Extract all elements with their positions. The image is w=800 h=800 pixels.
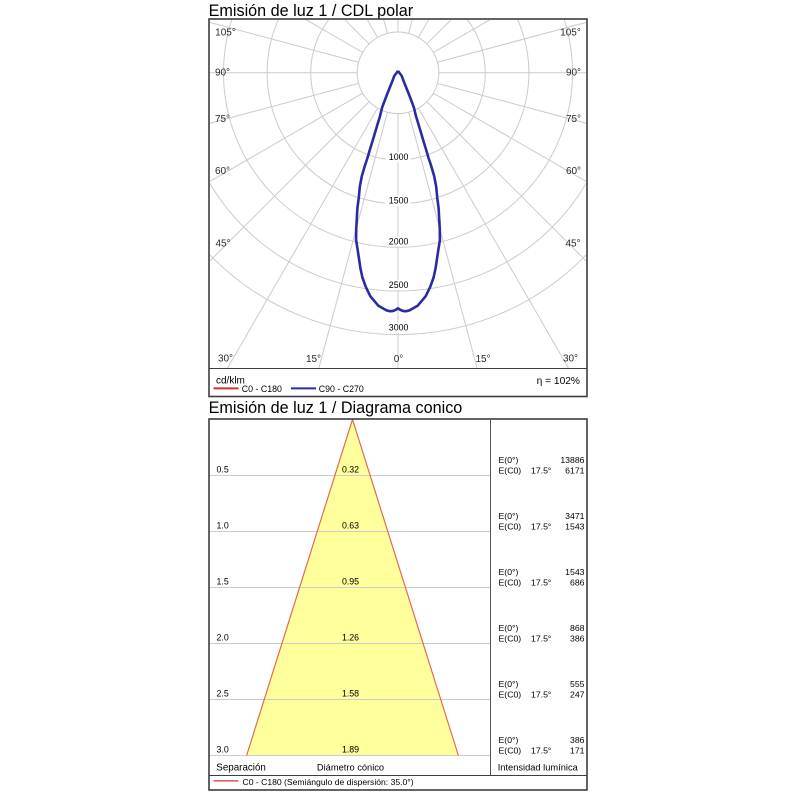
svg-text:E(C0): E(C0) (499, 689, 522, 699)
svg-text:1.58: 1.58 (342, 688, 359, 698)
svg-text:E(C0): E(C0) (499, 745, 522, 755)
svg-text:1.26: 1.26 (342, 632, 359, 642)
svg-text:75°: 75° (215, 114, 230, 125)
svg-text:386: 386 (570, 735, 585, 745)
svg-text:17.5°: 17.5° (531, 521, 551, 531)
svg-text:E(C0): E(C0) (499, 633, 522, 643)
svg-text:60°: 60° (215, 166, 230, 177)
svg-text:17.5°: 17.5° (531, 577, 551, 587)
svg-text:C0 - C180 (Semiángulo de dispe: C0 - C180 (Semiángulo de dispersión: 35.… (243, 777, 414, 787)
svg-text:η = 102%: η = 102% (537, 376, 580, 387)
svg-text:15°: 15° (306, 354, 321, 365)
svg-text:247: 247 (570, 689, 585, 699)
svg-text:Emisión de luz 1 / Diagrama co: Emisión de luz 1 / Diagrama conico (209, 399, 463, 417)
svg-text:75°: 75° (566, 114, 581, 125)
svg-text:105°: 105° (560, 28, 581, 39)
svg-text:555: 555 (570, 679, 585, 689)
svg-text:30°: 30° (563, 353, 578, 364)
svg-text:1000: 1000 (389, 152, 409, 162)
svg-text:90°: 90° (215, 68, 230, 79)
svg-text:E(C0): E(C0) (499, 577, 522, 587)
svg-text:cd/klm: cd/klm (216, 375, 245, 386)
svg-text:Emisión de luz 1 / CDL polar: Emisión de luz 1 / CDL polar (209, 2, 414, 20)
svg-text:C0 - C180: C0 - C180 (242, 384, 282, 394)
svg-text:1543: 1543 (565, 521, 584, 531)
svg-text:60°: 60° (566, 166, 581, 177)
svg-text:2500: 2500 (389, 280, 409, 290)
svg-text:868: 868 (570, 623, 585, 633)
svg-text:0.32: 0.32 (342, 464, 359, 474)
svg-text:15°: 15° (475, 354, 490, 365)
svg-text:2.0: 2.0 (217, 632, 229, 642)
svg-text:1.5: 1.5 (217, 576, 229, 586)
svg-text:Diámetro cónico: Diámetro cónico (317, 763, 384, 773)
svg-text:13886: 13886 (560, 455, 584, 465)
svg-text:1.0: 1.0 (217, 520, 229, 530)
svg-text:C90 - C270: C90 - C270 (319, 384, 364, 394)
svg-text:90°: 90° (566, 68, 581, 79)
svg-text:E(0°): E(0°) (499, 455, 519, 465)
svg-text:0°: 0° (394, 354, 404, 365)
svg-text:Intensidad lumínica: Intensidad lumínica (498, 763, 579, 773)
svg-text:E(0°): E(0°) (499, 623, 519, 633)
svg-text:45°: 45° (565, 239, 580, 250)
svg-text:E(0°): E(0°) (499, 735, 519, 745)
svg-text:17.5°: 17.5° (531, 745, 551, 755)
svg-text:17.5°: 17.5° (531, 633, 551, 643)
svg-text:45°: 45° (215, 239, 230, 250)
svg-text:3471: 3471 (565, 511, 584, 521)
svg-text:3000: 3000 (389, 323, 409, 333)
svg-text:E(C0): E(C0) (499, 465, 522, 475)
svg-text:0.5: 0.5 (217, 464, 229, 474)
svg-text:386: 386 (570, 633, 585, 643)
svg-text:6171: 6171 (565, 465, 584, 475)
svg-text:17.5°: 17.5° (531, 465, 551, 475)
svg-text:E(0°): E(0°) (499, 567, 519, 577)
svg-text:17.5°: 17.5° (531, 689, 551, 699)
svg-text:2.5: 2.5 (217, 688, 229, 698)
svg-text:E(C0): E(C0) (499, 521, 522, 531)
svg-text:105°: 105° (215, 28, 236, 39)
svg-text:Separación: Separación (216, 763, 266, 774)
svg-text:30°: 30° (218, 353, 233, 364)
svg-text:3.0: 3.0 (217, 744, 229, 754)
svg-text:1.89: 1.89 (342, 744, 359, 754)
svg-text:1543: 1543 (565, 567, 584, 577)
svg-text:0.95: 0.95 (342, 576, 359, 586)
svg-text:2000: 2000 (389, 237, 409, 247)
svg-text:171: 171 (570, 745, 585, 755)
svg-text:686: 686 (570, 577, 585, 587)
svg-text:1500: 1500 (389, 196, 409, 206)
svg-text:E(0°): E(0°) (499, 511, 519, 521)
svg-text:E(0°): E(0°) (499, 679, 519, 689)
svg-text:0.63: 0.63 (342, 520, 359, 530)
